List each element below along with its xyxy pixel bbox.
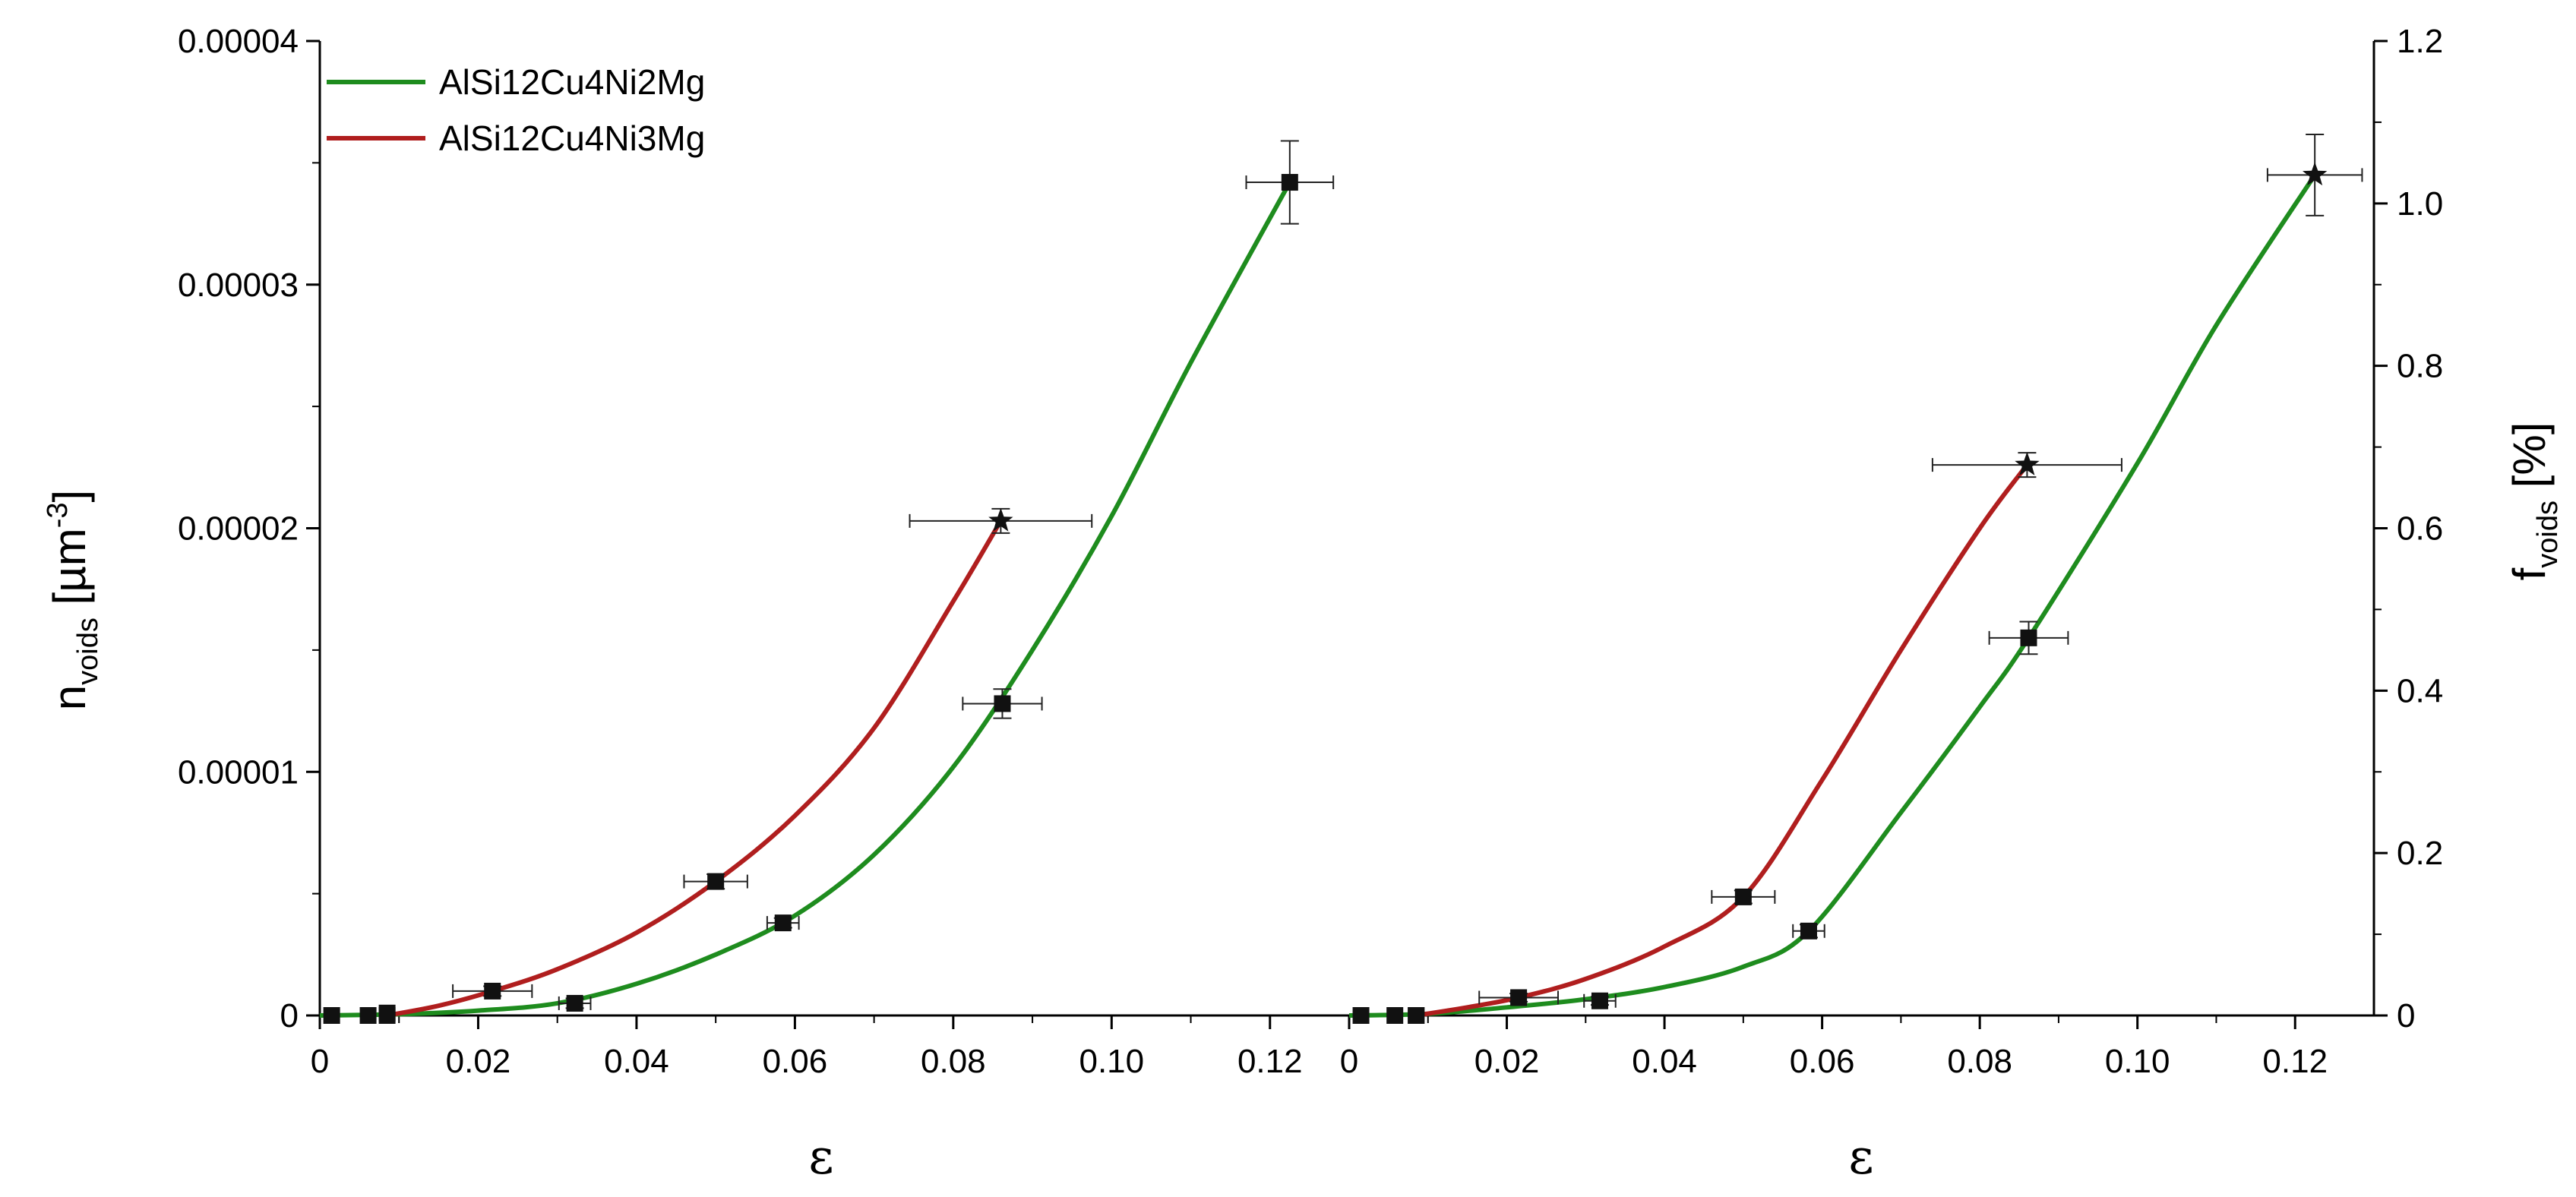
right-x-tick-label: 0.08 (1947, 1043, 2012, 1080)
left-point-ni3 (378, 1007, 396, 1024)
right-x-tick-label: 0.04 (1632, 1043, 1697, 1080)
left-point-ni2 (994, 695, 1011, 712)
left-y-axis-title: nvoids [µm-3] (42, 490, 104, 710)
left-x-axis-title: ε (808, 1129, 833, 1186)
right-curve-ni3 (1415, 463, 2029, 1018)
left-y-tick-label: 0 (280, 997, 299, 1034)
right-curve-ni2 (1348, 173, 2317, 1018)
right-point-star-ni3 (2015, 452, 2040, 475)
left-point-ni2 (774, 914, 792, 932)
legend-label-ni3: AlSi12Cu4Ni3Mg (439, 118, 705, 158)
left-panel-axes: 0 0.02 0.04 0.06 0.08 0.10 0.12 0 0.00001 0.00002… (178, 23, 1349, 1080)
right-y-axis-title: fvoids [%] (2504, 422, 2564, 581)
right-point-ni3 (1510, 989, 1528, 1006)
left-point-ni2 (566, 994, 583, 1012)
right-point-ni2 (2020, 629, 2037, 646)
left-x-tick-label: 0.08 (921, 1043, 986, 1080)
left-y-tick-label: 0.00004 (178, 23, 299, 60)
right-y-axis-title-text: fvoids [%] (2504, 422, 2564, 581)
left-y-axis-title-text: nvoids [µm-3] (42, 490, 104, 710)
right-y-tick-label: 0.6 (2397, 510, 2443, 548)
right-x-tick-label: 0.02 (1474, 1043, 1540, 1080)
left-point-ni2 (323, 1007, 340, 1024)
left-x-tick-label: 0.12 (1237, 1043, 1303, 1080)
right-y-tick-label: 0 (2397, 997, 2415, 1034)
left-point-ni3 (707, 873, 725, 890)
right-y-tick-label: 1.2 (2397, 23, 2443, 60)
right-panel-axes: 0 0.02 0.04 0.06 0.08 0.10 0.12 0 0.2 0.4 0.6 0.8 1.… (1340, 23, 2443, 1080)
right-x-tick-label: 0.12 (2262, 1043, 2328, 1080)
right-y-tick-label: 0.2 (2397, 835, 2443, 872)
left-point-ni3 (484, 982, 501, 1000)
right-y-tick-label: 0.4 (2397, 672, 2443, 709)
right-x-tick-label: 0 (1340, 1043, 1358, 1080)
right-x-tick-label: 0.10 (2105, 1043, 2170, 1080)
left-y-tick-label: 0.00001 (178, 753, 299, 791)
right-point-star-ni2 (2303, 162, 2328, 186)
right-point-ni2 (1800, 922, 1817, 940)
left-x-tick-label: 0.02 (446, 1043, 511, 1080)
right-x-tick-label: 0.06 (1790, 1043, 1855, 1080)
left-x-tick-label: 0.06 (763, 1043, 828, 1080)
left-x-tick-label: 0.10 (1079, 1043, 1144, 1080)
right-point-ni3 (1408, 1007, 1425, 1024)
right-y-tick-label: 0.8 (2397, 348, 2443, 385)
legend-label-ni2: AlSi12Cu4Ni2Mg (439, 62, 705, 102)
right-y-tick-label: 1.0 (2397, 185, 2443, 223)
right-x-axis-title: ε (1848, 1129, 1873, 1186)
left-curve-ni3 (387, 520, 1003, 1018)
left-x-tick-label: 0.04 (604, 1043, 669, 1080)
left-x-tick-label: 0 (311, 1043, 329, 1080)
right-point-ni2 (1352, 1007, 1370, 1024)
left-point-ni2 (359, 1007, 377, 1024)
left-point-ni2 (1281, 174, 1298, 191)
right-point-ni3 (1734, 888, 1752, 905)
left-point-star-ni3 (988, 507, 1013, 532)
legend: AlSi12Cu4Ni2Mg AlSi12Cu4Ni3Mg (327, 62, 705, 158)
right-point-ni2 (1386, 1007, 1404, 1024)
left-y-tick-label: 0.00002 (178, 510, 299, 548)
left-panel-plot (319, 140, 1335, 1024)
left-curve-ni2 (319, 181, 1292, 1018)
left-y-tick-label: 0.00003 (178, 267, 299, 304)
right-panel-plot (1348, 133, 2363, 1024)
right-point-ni2 (1591, 992, 1608, 1009)
